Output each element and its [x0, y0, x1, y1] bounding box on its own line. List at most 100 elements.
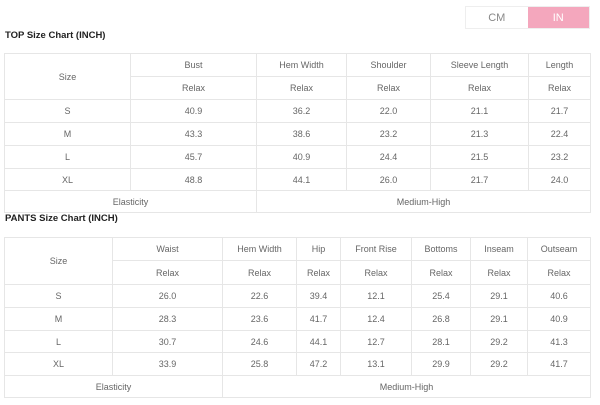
size-header: Size — [4, 53, 131, 100]
value-cell: 23.6 — [222, 307, 297, 331]
fit-label: Relax — [222, 260, 297, 285]
value-cell: 21.1 — [430, 99, 529, 123]
value-cell: 47.2 — [296, 352, 341, 376]
elasticity-label: Elasticity — [4, 190, 257, 213]
table-row: L 30.7 24.6 44.1 12.7 28.1 29.2 41.3 — [4, 330, 591, 353]
value-cell: 25.4 — [411, 284, 471, 308]
value-cell: 36.2 — [256, 99, 347, 123]
unit-cm-button[interactable]: CM — [466, 7, 528, 28]
column-header: Bottoms — [411, 237, 471, 261]
fit-label: Relax — [256, 76, 347, 100]
value-cell: 21.5 — [430, 145, 529, 169]
column-header: Waist — [112, 237, 223, 261]
value-cell: 24.0 — [528, 168, 591, 191]
pants-size-chart-title: PANTS Size Chart (INCH) — [5, 213, 118, 224]
value-cell: 40.9 — [527, 307, 591, 331]
value-cell: 22.0 — [346, 99, 431, 123]
value-cell: 21.7 — [528, 99, 591, 123]
unit-toggle: CM IN — [465, 6, 590, 29]
elasticity-value: Medium-High — [222, 375, 591, 398]
top-size-table: Size Bust Hem Width Shoulder Sleeve Length Le… — [4, 53, 591, 213]
elasticity-value: Medium-High — [256, 190, 591, 213]
column-header: Length — [528, 53, 591, 77]
fit-label: Relax — [112, 260, 223, 285]
value-cell: 41.3 — [527, 330, 591, 353]
value-cell: 38.6 — [256, 122, 347, 146]
size-cell: XL — [4, 352, 113, 376]
value-cell: 29.9 — [411, 352, 471, 376]
top-size-chart-title: TOP Size Chart (INCH) — [5, 30, 106, 41]
value-cell: 39.4 — [296, 284, 341, 308]
value-cell: 48.8 — [130, 168, 257, 191]
value-cell: 13.1 — [340, 352, 412, 376]
column-header: Inseam — [470, 237, 528, 261]
fit-label: Relax — [411, 260, 471, 285]
column-header: Hem Width — [222, 237, 297, 261]
table-row: XL 48.8 44.1 26.0 21.7 24.0 — [4, 168, 591, 191]
value-cell: 29.1 — [470, 284, 528, 308]
fit-label: Relax — [296, 260, 341, 285]
fit-label: Relax — [528, 76, 591, 100]
value-cell: 28.3 — [112, 307, 223, 331]
size-cell: L — [4, 145, 131, 169]
value-cell: 29.2 — [470, 352, 528, 376]
fit-label: Relax — [346, 76, 431, 100]
value-cell: 23.2 — [528, 145, 591, 169]
column-header: Bust — [130, 53, 257, 77]
value-cell: 22.4 — [528, 122, 591, 146]
value-cell: 22.6 — [222, 284, 297, 308]
value-cell: 21.3 — [430, 122, 529, 146]
value-cell: 41.7 — [296, 307, 341, 331]
column-header: Hem Width — [256, 53, 347, 77]
column-header: Hip — [296, 237, 341, 261]
column-header: Outseam — [527, 237, 591, 261]
value-cell: 12.7 — [340, 330, 412, 353]
table-row: S 26.0 22.6 39.4 12.1 25.4 29.1 40.6 — [4, 284, 591, 308]
value-cell: 26.8 — [411, 307, 471, 331]
value-cell: 44.1 — [256, 168, 347, 191]
column-header: Sleeve Length — [430, 53, 529, 77]
value-cell: 43.3 — [130, 122, 257, 146]
table-row: M 28.3 23.6 41.7 12.4 26.8 29.1 40.9 — [4, 307, 591, 331]
unit-in-button[interactable]: IN — [527, 7, 589, 28]
fit-label: Relax — [527, 260, 591, 285]
column-header: Front Rise — [340, 237, 412, 261]
size-cell: XL — [4, 168, 131, 191]
value-cell: 24.6 — [222, 330, 297, 353]
value-cell: 12.4 — [340, 307, 412, 331]
value-cell: 29.1 — [470, 307, 528, 331]
value-cell: 40.9 — [130, 99, 257, 123]
size-header: Size — [4, 237, 113, 285]
value-cell: 44.1 — [296, 330, 341, 353]
column-header: Shoulder — [346, 53, 431, 77]
elasticity-label: Elasticity — [4, 375, 223, 398]
pants-size-table: Size Waist Hem Width Hip Front Rise Bottoms In… — [4, 237, 591, 398]
value-cell: 40.6 — [527, 284, 591, 308]
size-cell: S — [4, 284, 113, 308]
value-cell: 21.7 — [430, 168, 529, 191]
fit-label: Relax — [470, 260, 528, 285]
value-cell: 41.7 — [527, 352, 591, 376]
table-row: L 45.7 40.9 24.4 21.5 23.2 — [4, 145, 591, 169]
value-cell: 26.0 — [112, 284, 223, 308]
fit-label: Relax — [430, 76, 529, 100]
value-cell: 45.7 — [130, 145, 257, 169]
value-cell: 23.2 — [346, 122, 431, 146]
value-cell: 25.8 — [222, 352, 297, 376]
value-cell: 33.9 — [112, 352, 223, 376]
size-cell: L — [4, 330, 113, 353]
value-cell: 28.1 — [411, 330, 471, 353]
value-cell: 26.0 — [346, 168, 431, 191]
table-row: XL 33.9 25.8 47.2 13.1 29.9 29.2 41.7 — [4, 352, 591, 376]
size-cell: S — [4, 99, 131, 123]
size-cell: M — [4, 307, 113, 331]
fit-label: Relax — [130, 76, 257, 100]
value-cell: 29.2 — [470, 330, 528, 353]
value-cell: 30.7 — [112, 330, 223, 353]
value-cell: 40.9 — [256, 145, 347, 169]
size-cell: M — [4, 122, 131, 146]
value-cell: 24.4 — [346, 145, 431, 169]
table-row: S 40.9 36.2 22.0 21.1 21.7 — [4, 99, 591, 123]
value-cell: 12.1 — [340, 284, 412, 308]
fit-label: Relax — [340, 260, 412, 285]
